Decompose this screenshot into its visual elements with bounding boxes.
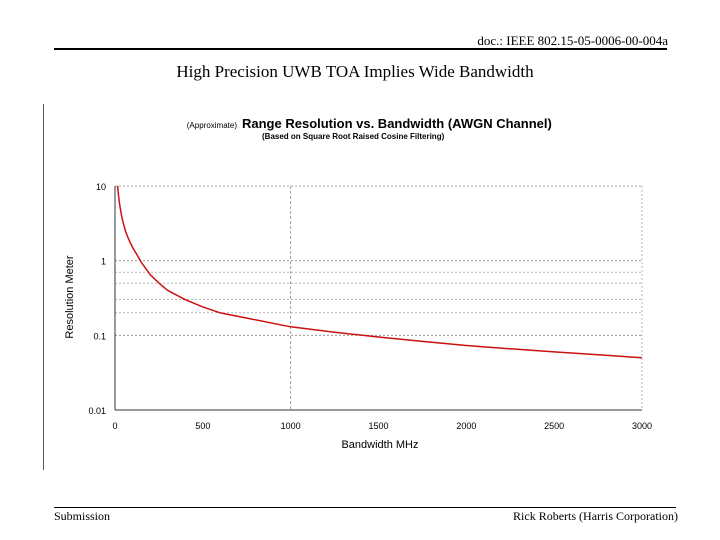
series	[116, 185, 643, 359]
x-tick-label: 2000	[456, 421, 476, 431]
y-tick-label: 1	[101, 257, 106, 267]
y-axis-label: Resolution Meter	[64, 255, 76, 338]
footer-author: Rick Roberts (Harris Corporation)	[513, 509, 678, 523]
x-tick-label: 1000	[281, 421, 301, 431]
chart-subtitle: (Based on Square Root Raised Cosine Filt…	[262, 132, 445, 141]
grid-lines	[115, 185, 643, 410]
footer-submission: Submission	[54, 509, 111, 523]
slide-title: High Precision UWB TOA Implies Wide Band…	[176, 62, 534, 81]
y-tick-label: 0.1	[93, 331, 106, 341]
series-line-resolution	[116, 185, 643, 359]
axes	[114, 186, 642, 411]
x-tick-label: 2500	[544, 421, 564, 431]
x-tick-label: 500	[195, 421, 210, 431]
x-tick-label: 1500	[368, 421, 388, 431]
x-axis-label: Bandwidth MHz	[341, 439, 418, 451]
chart-title-prefix: (Approximate)	[187, 121, 238, 130]
y-tick-label: 0.01	[88, 406, 106, 416]
x-tick-labels: 0 500 1000 1500 2000 2500 3000	[112, 421, 652, 431]
footer-rule	[54, 507, 676, 508]
y-tick-label: 10	[96, 182, 106, 192]
document-id: doc.: IEEE 802.15-05-0006-00-004a	[477, 33, 668, 48]
x-tick-label: 0	[112, 421, 117, 431]
left-divider	[43, 104, 44, 470]
header-rule	[54, 48, 667, 50]
y-tick-labels: 10 1 0.1 0.01	[88, 182, 106, 416]
x-tick-label: 3000	[632, 421, 652, 431]
chart-title: Range Resolution vs. Bandwidth (AWGN Cha…	[242, 116, 552, 131]
